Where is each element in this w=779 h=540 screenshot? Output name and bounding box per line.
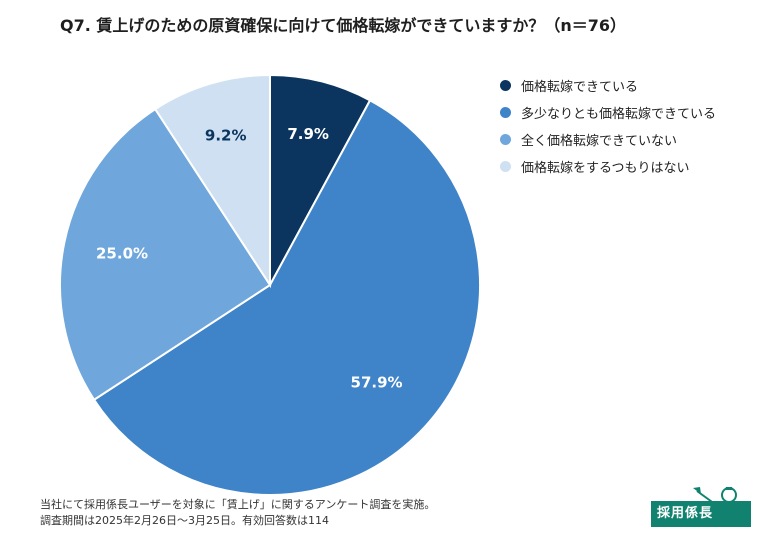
legend-label-3: 価格転嫁をするつもりはない [521, 161, 690, 176]
legend-label-1: 多少なりとも価格転嫁できている [521, 107, 717, 122]
legend-label-2: 全く価格転嫁できていない [521, 134, 678, 149]
brand-logo: 採用係長 [651, 485, 751, 527]
legend-item-1: 多少なりとも価格転嫁できている [500, 99, 716, 126]
legend-item-3: 価格転嫁をするつもりはない [500, 153, 716, 180]
legend-marker-1 [500, 107, 511, 118]
data-label-2: 25.0% [96, 244, 148, 262]
legend-marker-3 [500, 161, 511, 172]
pie-slice-0 [269, 73, 372, 286]
legend-label-0: 価格転嫁できている [521, 80, 639, 95]
legend: 価格転嫁できている多少なりとも価格転嫁できている 全く価格転嫁できていない 価格転嫁… [500, 72, 716, 180]
logo-text: 採用係長 [651, 501, 751, 527]
legend-marker-2 [500, 134, 511, 145]
pie-slice-1 [92, 98, 481, 496]
legend-item-0: 価格転嫁できている [500, 72, 716, 99]
data-label-3: 9.2% [205, 127, 247, 145]
chart-title: Q7. 賃上げのための原資確保に向けて価格転嫁ができていますか？（n＝76） [60, 16, 627, 35]
pie-slice-3 [153, 73, 271, 289]
legend-item-2: 全く価格転嫁できていない [500, 126, 716, 153]
footnote-line-2: 調査期間は2025年2月26日〜3月25日。有効回答数は114 [40, 514, 329, 527]
footnote: 当社にて採用係長ユーザーを対象に「賃上げ」に関するアンケート調査を実施。 調査期… [40, 497, 435, 529]
data-label-1: 57.9% [351, 374, 403, 392]
data-label-0: 7.9% [287, 125, 329, 143]
legend-marker-0 [500, 80, 511, 91]
pie-slice-2 [59, 107, 272, 402]
footnote-line-1: 当社にて採用係長ユーザーを対象に「賃上げ」に関するアンケート調査を実施。 [40, 498, 436, 511]
